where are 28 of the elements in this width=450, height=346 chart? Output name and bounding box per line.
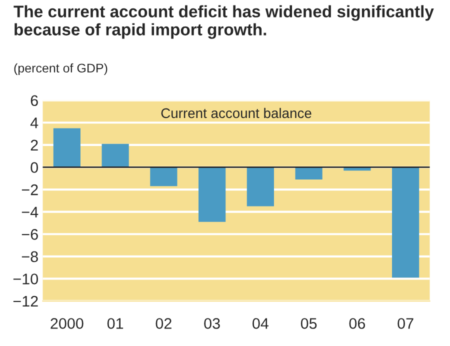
y-tick-label: −8 <box>22 251 38 262</box>
x-tick-label: 05 <box>300 318 317 329</box>
y-tick-label: 4 <box>30 118 38 128</box>
bar <box>198 167 226 222</box>
y-tick-label: −12 <box>13 296 38 307</box>
bar <box>53 128 80 168</box>
chart-subtitle: (percent of GDP) <box>14 63 108 76</box>
bar <box>150 167 178 186</box>
x-tick-label: 07 <box>398 318 414 329</box>
y-tick-label: −2 <box>22 184 38 196</box>
y-tick-label: 2 <box>30 140 38 150</box>
bar <box>102 144 129 168</box>
bar <box>392 167 420 278</box>
x-tick-label: 2000 <box>50 318 84 329</box>
y-tick-label: 6 <box>30 95 38 106</box>
y-tick-label: −4 <box>22 206 38 218</box>
x-tick-label: 01 <box>107 318 124 329</box>
y-tick-label: −10 <box>13 274 38 284</box>
x-tick-label: 06 <box>349 318 366 329</box>
y-tick-label: −6 <box>22 228 38 240</box>
y-tick-label: 0 <box>30 162 38 173</box>
bar <box>246 167 274 206</box>
bar <box>295 167 322 180</box>
x-tick-label: 03 <box>204 318 220 329</box>
x-tick-label: 02 <box>156 318 172 329</box>
annotation: Current account balance <box>161 108 312 118</box>
x-tick-label: 04 <box>252 318 268 329</box>
chart-title: The current account deficit has widened significantly because of rapid import growth. <box>14 5 434 39</box>
